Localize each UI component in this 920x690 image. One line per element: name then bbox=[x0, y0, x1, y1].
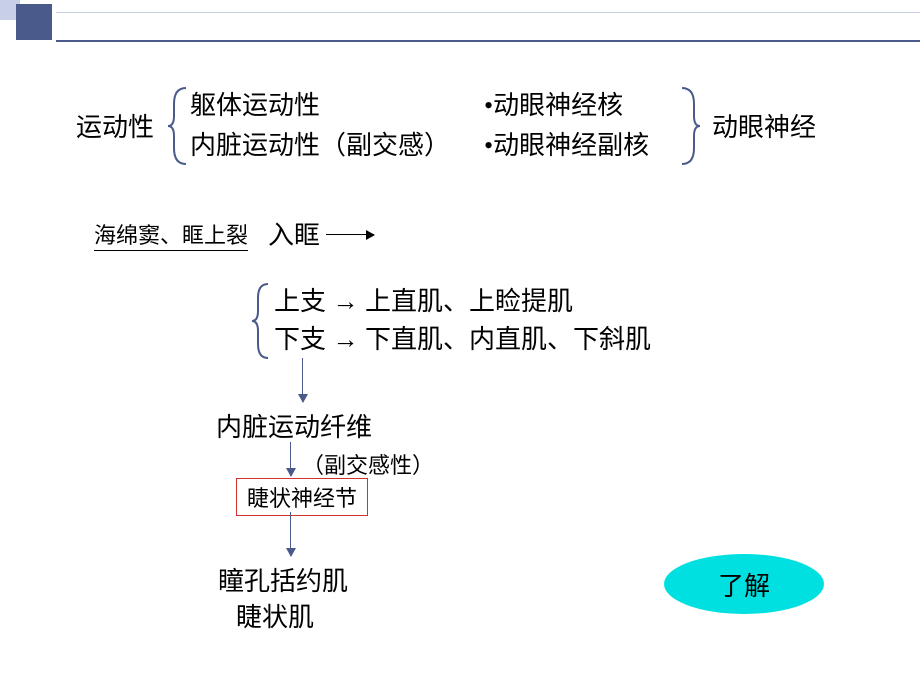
row1-item-0: 躯体运动性 bbox=[190, 86, 320, 125]
row2-path: 海绵窦、眶上裂 bbox=[94, 218, 248, 250]
bullet-icon: • bbox=[484, 131, 493, 160]
row1-bullet-0: •动眼神经核 bbox=[484, 86, 623, 125]
row1-item-1: 内脏运动性（副交感） bbox=[190, 126, 450, 165]
bullet-icon: • bbox=[484, 91, 493, 120]
branch-upper: 上支 → 上直肌、上睑提肌 bbox=[274, 282, 573, 321]
row2-path-underline: 海绵窦、眶上裂 bbox=[94, 223, 248, 251]
row1-bullet-1: •动眼神经副核 bbox=[484, 126, 649, 165]
branch-lower: 下支 → 下直肌、内直肌、下斜肌 bbox=[274, 320, 651, 359]
target-1: 瞳孔括约肌 bbox=[218, 562, 348, 601]
row1-left-label: 运动性 bbox=[76, 108, 154, 147]
arrow-to-node bbox=[290, 442, 291, 476]
row1-right-label: 动眼神经 bbox=[712, 108, 816, 147]
deco-line-thick bbox=[56, 40, 920, 42]
row1-bullet-1-text: 动眼神经副核 bbox=[493, 131, 649, 160]
fiber-sub: （副交感性） bbox=[302, 448, 434, 480]
arrow-to-fiber bbox=[302, 358, 303, 402]
deco-line-thin bbox=[56, 12, 920, 13]
target-2: 睫状肌 bbox=[236, 598, 314, 637]
deco-square-big bbox=[16, 4, 52, 40]
slide-corner-deco bbox=[0, 0, 180, 40]
arrow-to-targets bbox=[290, 512, 291, 556]
understand-badge: 了解 bbox=[664, 554, 824, 614]
row2-enter: 入眶 bbox=[268, 216, 320, 255]
row1-right-brace bbox=[680, 86, 700, 166]
row2-arrow bbox=[326, 234, 374, 235]
row1-left-brace bbox=[168, 86, 188, 166]
fiber-label: 内脏运动纤维 bbox=[216, 408, 372, 447]
ciliary-ganglion-box: 睫状神经节 bbox=[236, 478, 368, 516]
row1-bullet-0-text: 动眼神经核 bbox=[493, 91, 623, 120]
branches-brace bbox=[252, 282, 270, 360]
understand-badge-label: 了解 bbox=[718, 566, 770, 603]
